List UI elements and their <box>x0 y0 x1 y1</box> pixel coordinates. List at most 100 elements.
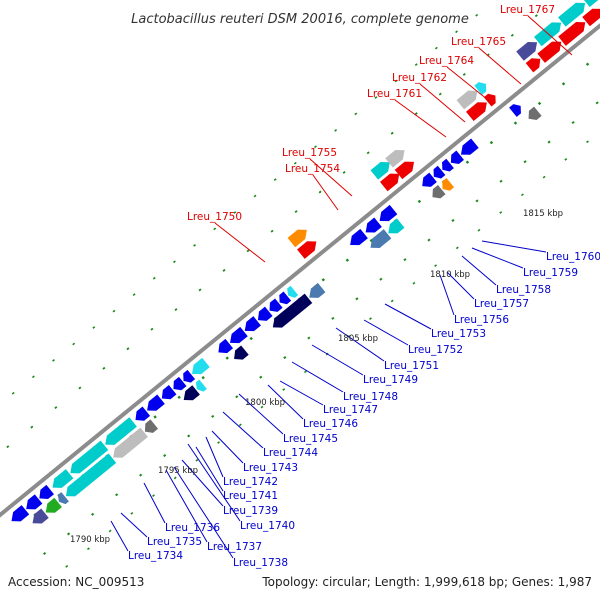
tick-mark <box>86 547 90 551</box>
gene-label: Lreu_1741 <box>223 490 278 502</box>
gene-arrow <box>509 104 521 117</box>
tick-mark <box>246 249 250 253</box>
gene-labels: Lreu_1750 Lreu_1754 Lreu_1755 Lreu_1761 Lreu… <box>128 4 600 569</box>
tick-mark <box>31 375 35 379</box>
gene-arrow <box>534 22 562 47</box>
gene-label: Lreu_1750 <box>187 211 242 223</box>
tick-mark <box>475 13 479 17</box>
leader-line <box>446 271 475 300</box>
gene-arrow <box>442 177 455 191</box>
gene-arrow <box>379 204 398 222</box>
tick-mark <box>67 532 71 536</box>
gene-arrow <box>105 417 137 445</box>
leader-line <box>312 174 339 211</box>
tick-mark <box>427 238 431 242</box>
gene-arrow <box>230 326 248 344</box>
tick-mark <box>270 229 274 233</box>
gene-arrow <box>244 316 261 332</box>
leader-line <box>238 393 284 435</box>
gene-arrow <box>257 306 273 321</box>
gene-label: Lreu_1736 <box>165 522 220 534</box>
tick-mark <box>102 366 106 370</box>
tick-mark <box>366 151 370 155</box>
gene-label: Lreu_1756 <box>454 314 509 326</box>
tick-mark <box>321 278 325 282</box>
tick-mark <box>586 140 589 144</box>
tick-mark <box>201 376 205 380</box>
leader-line <box>527 15 573 56</box>
gene-label: Lreu_1742 <box>223 476 278 488</box>
gene-arrow <box>350 228 368 246</box>
tick-mark <box>130 511 134 515</box>
tick-mark <box>475 199 479 203</box>
gene-arrow <box>460 138 479 155</box>
leader-line <box>187 443 241 522</box>
tick-mark <box>465 160 470 164</box>
tick-mark <box>390 131 394 135</box>
tick-mark <box>303 370 307 374</box>
leader-line <box>173 466 234 559</box>
tick-mark <box>92 326 96 329</box>
tick-mark <box>537 101 542 106</box>
leader-line <box>309 158 353 197</box>
gene-arrow <box>161 385 177 400</box>
gene-label: Lreu_1764 <box>419 55 474 67</box>
gene-label: Lreu_1740 <box>240 520 295 532</box>
gene-arrow <box>388 218 405 234</box>
gene-label: Lreu_1760 <box>546 251 600 263</box>
gene-arrow <box>135 406 151 421</box>
tick-mark <box>595 101 599 105</box>
leader-line <box>446 66 494 105</box>
tick-mark <box>283 356 287 360</box>
tick-mark <box>307 336 311 340</box>
gene-label: Lreu_1747 <box>323 404 378 416</box>
tick-mark <box>412 281 416 285</box>
tick-mark <box>11 391 15 395</box>
tick-mark <box>238 423 242 427</box>
tick-mark <box>259 375 263 379</box>
tick-mark <box>414 112 418 116</box>
tick-mark <box>499 179 503 183</box>
scale-labels: 1790 kbp 1795 kbp 1800 kbp 1805 kbp 1810 kbp… <box>70 209 563 545</box>
gene-arrow <box>516 41 538 61</box>
gene-label: Lreu_1738 <box>233 557 288 569</box>
gene-arrow <box>173 376 187 391</box>
gene-label: Lreu_1744 <box>263 447 318 459</box>
gene-arrow <box>39 484 55 500</box>
dotted-ring-ticks <box>6 0 599 568</box>
leader-line <box>311 344 364 376</box>
tick-mark <box>222 268 226 272</box>
gene-arrow <box>450 150 464 165</box>
tick-mark <box>379 277 383 281</box>
gene-arrow <box>379 173 400 192</box>
tick-mark <box>318 190 322 194</box>
tick-mark <box>455 246 459 250</box>
tick-mark <box>282 388 286 391</box>
tick-mark <box>42 551 47 556</box>
gene-arrow <box>558 21 586 46</box>
gene-arrow <box>432 184 446 199</box>
tick-mark <box>54 406 58 409</box>
gene-arrow <box>365 217 382 233</box>
gene-label: Lreu_1748 <box>343 391 398 403</box>
tick-mark <box>513 121 518 125</box>
gene-arrow <box>394 161 415 180</box>
gene-label: Lreu_1739 <box>223 505 278 517</box>
scale-label: 1805 kbp <box>338 334 378 344</box>
gene-arrow <box>26 494 43 510</box>
tick-mark <box>6 445 10 449</box>
leader-line <box>110 520 129 552</box>
leader-line <box>143 482 166 524</box>
tick-mark <box>174 308 178 312</box>
gene-label: Lreu_1757 <box>474 298 529 310</box>
tick-mark <box>499 211 503 214</box>
gene-label: Lreu_1765 <box>451 36 506 48</box>
tick-mark <box>115 493 119 497</box>
leader-line <box>439 274 455 316</box>
gene-arrow <box>183 369 196 383</box>
leader-line <box>384 303 432 330</box>
tick-mark <box>198 288 202 292</box>
gene-arrow <box>287 229 307 248</box>
leader-line <box>211 430 244 464</box>
